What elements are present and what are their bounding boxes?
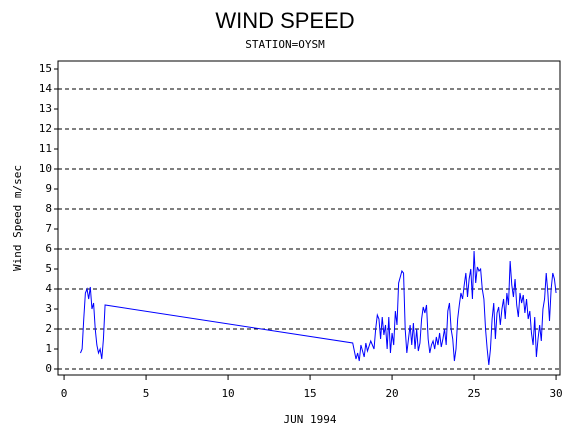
- y-tick-label: 3: [45, 302, 52, 315]
- y-tick-label: 2: [45, 322, 52, 335]
- x-tick-label: 25: [467, 387, 480, 400]
- plot-frame: [57, 60, 561, 376]
- y-tick-label: 7: [45, 222, 52, 235]
- x-tick-label: 0: [61, 387, 68, 400]
- y-tick-label: 9: [45, 182, 52, 195]
- chart-subtitle: STATION=OYSM: [245, 38, 325, 51]
- y-tick-label: 12: [39, 122, 52, 135]
- y-tick-label: 4: [45, 282, 52, 295]
- x-tick-label: 15: [303, 387, 316, 400]
- y-axis-label: Wind Speed m/sec: [11, 165, 24, 271]
- y-tick-label: 1: [45, 342, 52, 355]
- data-line: [80, 250, 557, 366]
- y-tick-label: 14: [39, 82, 53, 95]
- y-tick-label: 15: [39, 62, 52, 75]
- y-tick-label: 11: [39, 142, 52, 155]
- x-tick-label: 10: [221, 387, 234, 400]
- chart-title: WIND SPEED: [215, 8, 354, 33]
- x-tick-label: 20: [385, 387, 398, 400]
- x-tick-label: 30: [549, 387, 562, 400]
- x-tick-label: 5: [143, 387, 150, 400]
- y-tick-label: 0: [45, 362, 52, 375]
- y-tick-label: 10: [39, 162, 52, 175]
- y-tick-label: 8: [45, 202, 52, 215]
- y-tick-label: 13: [39, 102, 52, 115]
- y-tick-label: 6: [45, 242, 52, 255]
- x-axis-label: JUN 1994: [284, 413, 337, 426]
- y-tick-label: 5: [45, 262, 52, 275]
